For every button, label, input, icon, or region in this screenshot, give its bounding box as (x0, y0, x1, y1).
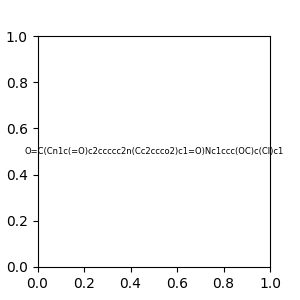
Text: O=C(Cn1c(=O)c2ccccc2n(Cc2ccco2)c1=O)Nc1ccc(OC)c(Cl)c1: O=C(Cn1c(=O)c2ccccc2n(Cc2ccco2)c1=O)Nc1c… (24, 147, 284, 156)
